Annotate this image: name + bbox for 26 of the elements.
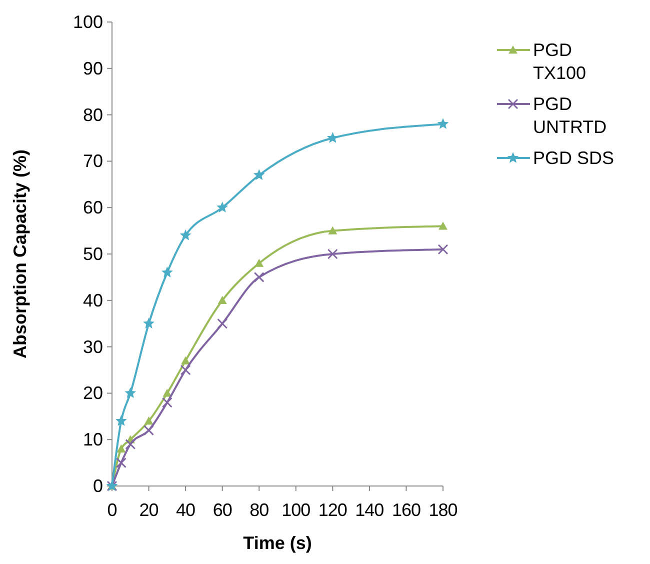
- y-tick-label: 50: [82, 244, 103, 264]
- y-tick-label: 30: [82, 336, 103, 357]
- x-tick-label: 180: [428, 500, 458, 520]
- legend-label: PGD UNTRTD: [533, 94, 607, 137]
- y-tick-label: 70: [82, 151, 103, 172]
- y-tick-label: 10: [82, 430, 103, 450]
- x-tick-label: 140: [355, 500, 384, 520]
- x-tick-label: 160: [392, 500, 421, 520]
- y-tick-label: 60: [82, 198, 103, 218]
- legend-label: PGD TX100: [533, 40, 586, 83]
- x-tick-label: 0: [107, 500, 118, 520]
- x-tick-label: 20: [139, 500, 159, 520]
- y-axis-title: Absorption Capacity (%): [10, 149, 30, 359]
- y-tick-label: 20: [82, 383, 103, 404]
- y-tick-label: 0: [92, 476, 103, 496]
- x-tick-label: 60: [212, 500, 232, 520]
- x-tick-label: 100: [282, 500, 311, 520]
- y-tick-label: 100: [72, 12, 103, 32]
- legend-label: PGD SDS: [533, 148, 614, 168]
- y-tick-label: 90: [82, 58, 103, 78]
- y-tick-label: 40: [82, 290, 103, 310]
- x-tick-label: 40: [176, 500, 196, 520]
- y-tick-label: 80: [82, 104, 103, 125]
- x-tick-label: 80: [250, 500, 270, 520]
- x-axis-title: Time (s): [243, 533, 312, 553]
- x-tick-label: 120: [318, 500, 348, 520]
